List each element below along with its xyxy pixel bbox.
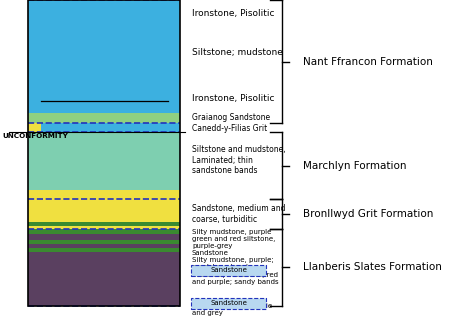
Text: UNCONFORMITY: UNCONFORMITY (2, 133, 68, 139)
Text: Sandstone: Sandstone (210, 267, 247, 273)
Text: Graianog Sandstone: Graianog Sandstone (192, 113, 270, 122)
FancyBboxPatch shape (191, 298, 266, 309)
Text: Nant Ffrancon Formation: Nant Ffrancon Formation (303, 57, 433, 67)
Bar (28, 240, 180, 244)
Bar (28, 229, 180, 306)
Text: Canedd-y-Filias Grit: Canedd-y-Filias Grit (192, 124, 267, 133)
Bar (28, 199, 180, 229)
Text: Marchlyn Formation: Marchlyn Formation (303, 161, 407, 171)
Bar (28, 0, 180, 21)
Text: Bronllwyd Grit Formation: Bronllwyd Grit Formation (303, 209, 434, 219)
Bar (28, 229, 180, 234)
Bar (28, 190, 180, 199)
Bar (28, 248, 180, 252)
FancyBboxPatch shape (191, 265, 266, 276)
Bar (28, 113, 180, 123)
Bar (28, 85, 180, 113)
Text: Siltstone and mudstone,
Laminated; thin
sandstone bands: Siltstone and mudstone, Laminated; thin … (192, 145, 286, 175)
Text: Sandstone, medium and
coarse, turbiditic: Sandstone, medium and coarse, turbiditic (192, 204, 285, 224)
Text: Ironstone, Pisolitic: Ironstone, Pisolitic (192, 9, 274, 18)
Text: Llanberis Slates Formation: Llanberis Slates Formation (303, 262, 442, 272)
Bar (28, 222, 180, 226)
Bar (28, 123, 41, 132)
Bar (28, 0, 180, 306)
Bar (28, 21, 180, 85)
Text: Siltstone; mudstone: Siltstone; mudstone (192, 48, 283, 57)
Bar (28, 132, 180, 190)
Text: Ironstone, Pisolitic: Ironstone, Pisolitic (192, 94, 274, 103)
Bar (28, 123, 180, 132)
Text: Siltstone; mudstone, red
and purple; sandy bands: Siltstone; mudstone, red and purple; san… (192, 272, 279, 285)
Text: Mudstone, silty, purple
and grey: Mudstone, silty, purple and grey (192, 302, 272, 316)
Text: Sandstone: Sandstone (210, 300, 247, 306)
Text: Silty mudstone, purple
green and red siltstone,
purple-grey
Sandstone
Silty muds: Silty mudstone, purple green and red sil… (192, 229, 275, 270)
